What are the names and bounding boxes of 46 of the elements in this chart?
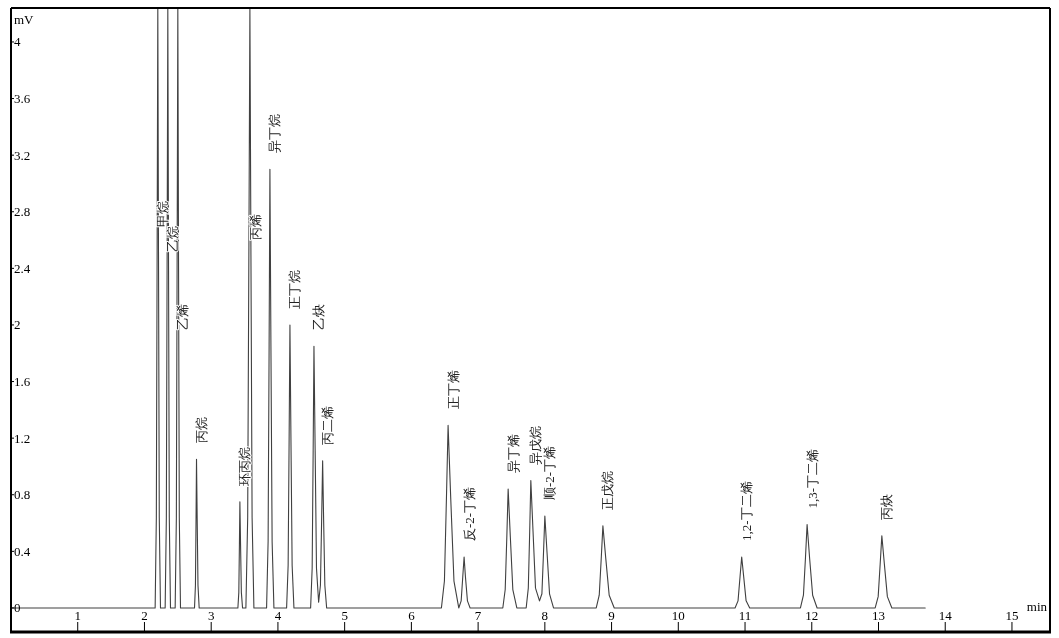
annotation: 顺-2-丁烯 <box>542 445 558 500</box>
y-tick-label: 1.6 <box>14 374 31 390</box>
x-tick-label: 7 <box>474 607 482 623</box>
y-tick-label: 1.2 <box>14 430 31 446</box>
x-tick-label: 8 <box>541 607 549 623</box>
x-tick-label: 13 <box>872 607 885 623</box>
x-tick-label: 4 <box>274 607 282 623</box>
annotation: 丙二烯 <box>320 405 336 445</box>
y-tick-label: 0.4 <box>14 543 31 559</box>
y-tick-label: 0 <box>14 600 21 616</box>
y-tick-label: 2.4 <box>14 260 31 276</box>
x-tick-label: 12 <box>805 607 819 623</box>
annotation: 1,3-丁二烯 <box>804 448 820 509</box>
x-tick-label: 5 <box>341 607 348 623</box>
x-tick-label: 1 <box>74 607 81 623</box>
x-tick-label: 14 <box>938 607 953 623</box>
annotation: 丙烯 <box>248 213 264 240</box>
x-tick-label: 9 <box>608 607 615 623</box>
x-tick-label: 2 <box>141 607 148 623</box>
y-tick-label: 3.2 <box>14 147 31 163</box>
annotation: 正戊烷 <box>600 470 616 510</box>
annotation: 反-2-丁烯 <box>461 486 477 542</box>
annotation: 1,2-丁二烯 <box>739 481 755 542</box>
annotation: 乙炔 <box>311 304 327 331</box>
annotation: 异丁烯 <box>505 434 521 474</box>
x-tick-label: 6 <box>408 607 416 623</box>
y-tick-label: 4 <box>14 34 21 50</box>
y-tick-label: 3.6 <box>14 91 31 107</box>
annotation: 甲烷 <box>154 200 170 227</box>
y-tick-label: 2.8 <box>14 204 31 220</box>
annotation: 异丁烷 <box>267 114 283 154</box>
x-tick-label: 10 <box>671 607 685 623</box>
x-tick-label: 3 <box>207 607 215 623</box>
x-tick-label: 15 <box>1005 607 1019 623</box>
annotation: 乙烯 <box>174 304 190 331</box>
annotation: 环丙烷 <box>237 446 253 486</box>
y-tick-label: 2 <box>14 317 21 333</box>
annotation: 丙炔 <box>879 493 895 520</box>
annotation: 丙烷 <box>194 417 210 444</box>
y-tick-label: 0.8 <box>14 487 31 503</box>
annotation: 正丁烯 <box>445 370 461 410</box>
annotation: 正丁烷 <box>287 269 303 309</box>
annotation: 异戊烷 <box>528 425 544 465</box>
x-tick-label: 11 <box>738 607 752 623</box>
y-axis-title: mV <box>14 11 35 27</box>
x-axis-title: min <box>1026 599 1048 615</box>
